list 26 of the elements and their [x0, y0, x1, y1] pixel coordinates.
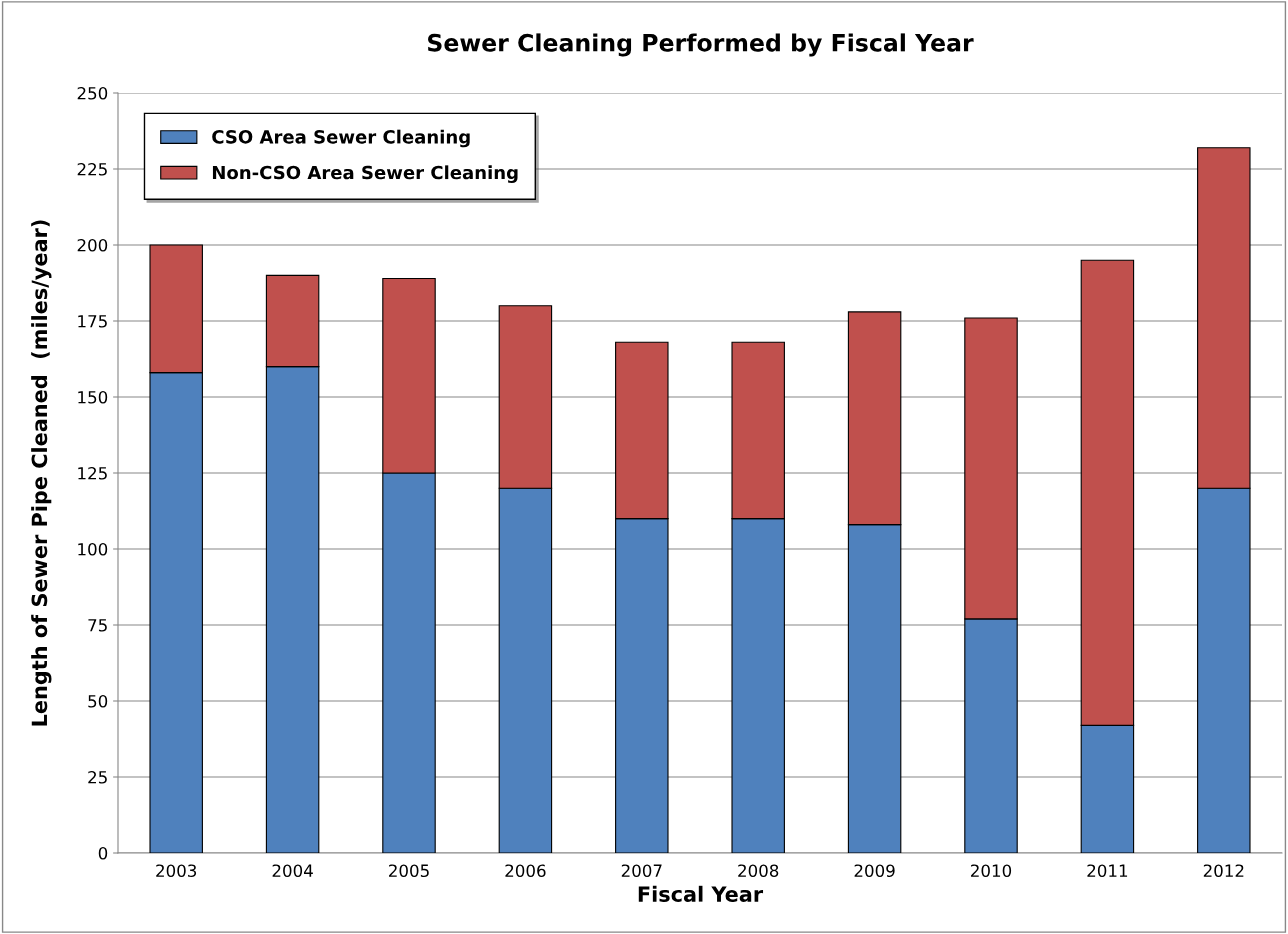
- x-tick-label: 2006: [505, 864, 546, 878]
- x-tick-label: 2009: [854, 864, 895, 878]
- x-tick-label: 2012: [1203, 864, 1244, 878]
- x-tick-label: 2010: [971, 864, 1012, 878]
- y-tick-label: 100: [78, 542, 108, 556]
- y-tick-label: 0: [98, 846, 108, 860]
- y-axis-title: Length of Sewer Pipe Cleaned (miles/year): [31, 220, 52, 726]
- legend-label: Non-CSO Area Sewer Cleaning: [212, 165, 518, 183]
- y-tick-label: 25: [88, 770, 107, 784]
- y-tick-label: 150: [78, 390, 108, 404]
- y-tick-label: 250: [77, 86, 108, 100]
- legend-label: CSO Area Sewer Cleaning: [212, 129, 470, 148]
- y-tick-label: 225: [77, 162, 107, 176]
- y-tick-label: 200: [77, 238, 108, 252]
- x-tick-label: 2008: [738, 864, 779, 878]
- y-tick-label: 75: [88, 619, 107, 632]
- x-tick-label: 2011: [1087, 864, 1128, 878]
- x-axis-title: Fiscal Year: [638, 885, 764, 902]
- x-tick-label: 2007: [621, 864, 662, 878]
- x-tick-label: 2005: [389, 864, 429, 878]
- x-tick-label: 2004: [272, 864, 313, 878]
- y-tick-label: 175: [78, 315, 107, 328]
- y-tick-label: 125: [78, 466, 107, 480]
- chart-title: Sewer Cleaning Performed by Fiscal Year: [428, 33, 974, 57]
- y-tick-label: 50: [88, 694, 108, 708]
- x-tick-label: 2003: [156, 864, 197, 878]
